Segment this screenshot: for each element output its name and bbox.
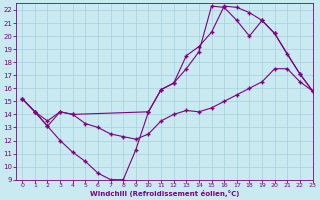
- X-axis label: Windchill (Refroidissement éolien,°C): Windchill (Refroidissement éolien,°C): [90, 190, 239, 197]
